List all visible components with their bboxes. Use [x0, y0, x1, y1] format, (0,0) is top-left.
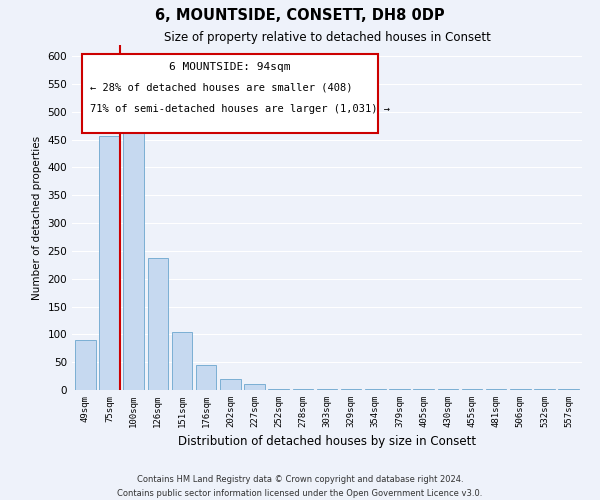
Bar — [75, 340, 95, 390]
Bar — [244, 384, 265, 390]
Bar — [99, 136, 120, 390]
Bar — [220, 379, 241, 390]
Text: 71% of semi-detached houses are larger (1,031) →: 71% of semi-detached houses are larger (… — [90, 104, 390, 114]
Bar — [196, 365, 217, 390]
Text: ← 28% of detached houses are smaller (408): ← 28% of detached houses are smaller (40… — [90, 83, 352, 93]
Text: Contains HM Land Registry data © Crown copyright and database right 2024.
Contai: Contains HM Land Registry data © Crown c… — [118, 476, 482, 498]
Text: 6 MOUNTSIDE: 94sqm: 6 MOUNTSIDE: 94sqm — [169, 62, 291, 72]
Bar — [148, 258, 168, 390]
Bar — [124, 112, 144, 390]
X-axis label: Distribution of detached houses by size in Consett: Distribution of detached houses by size … — [178, 436, 476, 448]
Title: Size of property relative to detached houses in Consett: Size of property relative to detached ho… — [164, 31, 490, 44]
Y-axis label: Number of detached properties: Number of detached properties — [32, 136, 42, 300]
FancyBboxPatch shape — [82, 54, 378, 133]
Text: 6, MOUNTSIDE, CONSETT, DH8 0DP: 6, MOUNTSIDE, CONSETT, DH8 0DP — [155, 8, 445, 22]
Bar — [172, 332, 192, 390]
